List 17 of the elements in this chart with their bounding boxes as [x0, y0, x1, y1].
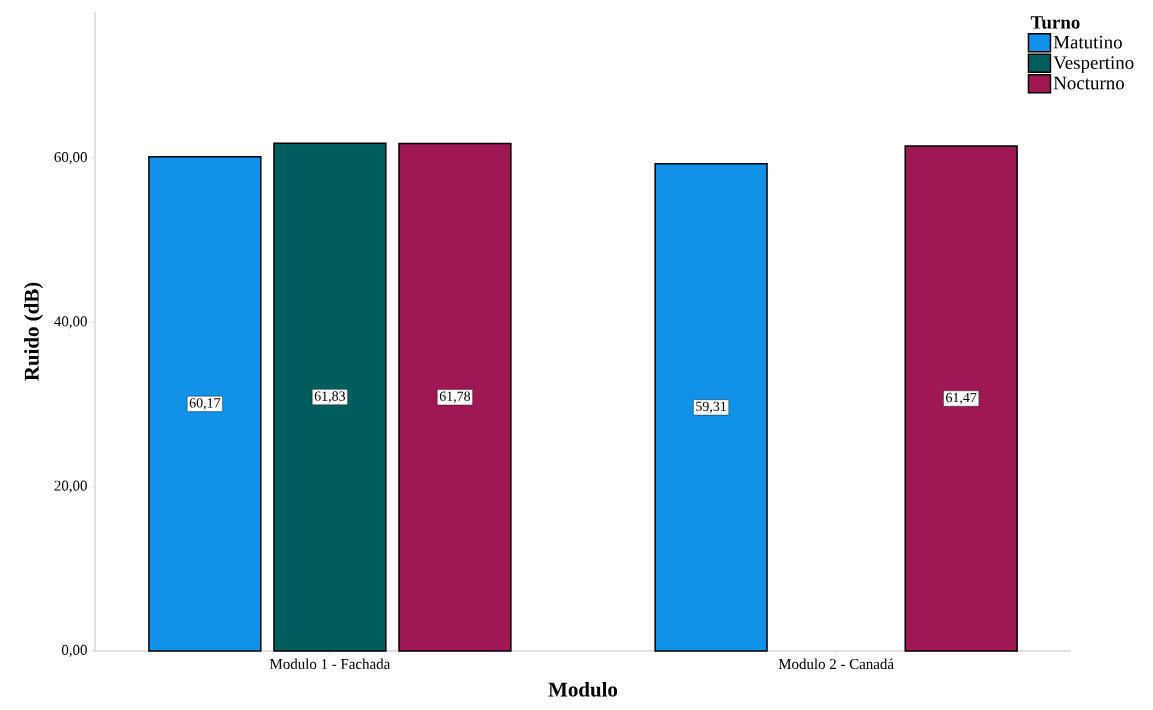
legend-label: Vespertino [1053, 56, 1134, 73]
y-tick-label: 20,00 [54, 480, 87, 493]
data-label: 59,31 [696, 401, 726, 414]
y-tick-label: 0,00 [61, 644, 87, 658]
data-label: 61,47 [946, 392, 977, 405]
data-label: 61,83 [314, 391, 346, 403]
data-label: 61,78 [439, 391, 471, 403]
legend-label: Nocturno [1053, 76, 1124, 90]
x-axis-title: Modulo [548, 681, 618, 697]
data-label: 60,17 [189, 398, 221, 410]
y-tick-label: 40,00 [54, 316, 87, 329]
legend-title: Turno [1030, 16, 1080, 29]
y-axis-title: Ruido (dB) [24, 282, 44, 381]
legend-label: Matutino [1053, 35, 1122, 49]
y-tick-label: 60,00 [54, 152, 87, 165]
x-tick-label: Modulo 2 - Canadá [778, 658, 894, 670]
x-tick-label: Modulo 1 - Fachada [269, 658, 391, 670]
